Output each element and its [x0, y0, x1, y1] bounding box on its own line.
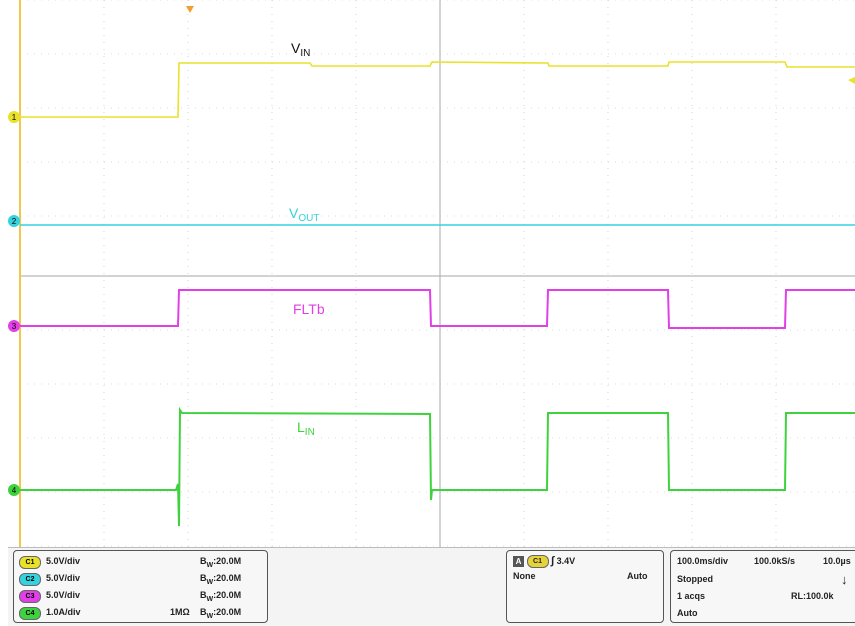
trigger-position-marker	[186, 6, 194, 13]
channel-3-marker-label: 3	[12, 322, 17, 331]
channel-1-badge[interactable]: C1	[19, 556, 41, 569]
acqs-row: 1 acqs RL:100.0k	[671, 588, 855, 605]
channel-2-marker-label: 2	[12, 217, 17, 226]
channel-row-2[interactable]: C2 5.0V/div BW:20.0M	[14, 570, 267, 587]
channel-2-marker[interactable]: 2	[8, 215, 20, 227]
trigger-coupling: None	[513, 571, 536, 581]
resolution: 10.0µs	[823, 556, 851, 566]
mode-row: Auto	[671, 605, 855, 622]
channel-4-impedance: 1MΩ	[170, 607, 190, 617]
channel-3-marker[interactable]: 3	[8, 320, 20, 332]
channel-row-1[interactable]: C1 5.0V/div BW:20.0M	[14, 553, 267, 570]
arrow-down-icon: ↓	[841, 572, 848, 587]
timebase: 100.0ms/div	[677, 556, 729, 566]
label-lin: LIN	[297, 419, 315, 438]
status-bar: C1 5.0V/div BW:20.0M C2 5.0V/div BW:20.0…	[8, 547, 855, 626]
trace-lin	[20, 406, 855, 527]
trigger-sweep: Auto	[627, 571, 648, 581]
acquisition-state: Stopped	[677, 574, 713, 584]
channel-2-scale: 5.0V/div	[46, 573, 81, 583]
channel-2-badge[interactable]: C2	[19, 573, 41, 586]
timebase-row: 100.0ms/div 100.0kS/s 10.0µs	[671, 553, 855, 570]
channel-1-marker[interactable]: 1	[8, 111, 20, 123]
state-row: Stopped ↓	[671, 571, 855, 588]
acquisition-panel[interactable]: 100.0ms/div 100.0kS/s 10.0µs Stopped ↓ 1…	[670, 550, 855, 623]
channel-2-bandwidth: BW:20.0M	[200, 573, 242, 586]
label-vin: VIN	[291, 40, 310, 59]
channel-1-bandwidth: BW:20.0M	[200, 556, 242, 569]
graticule-grid	[19, 0, 855, 547]
scope-display: 1 2 3 4 VIN VOUT FLTb LIN	[8, 0, 855, 547]
channel-4-marker-label: 4	[12, 486, 17, 495]
channel-row-3[interactable]: C3 5.0V/div BW:20.0M	[14, 587, 267, 604]
trigger-level: 3.4V	[556, 556, 576, 566]
channel-4-bandwidth: BW:20.0M	[200, 607, 242, 620]
channel-4-badge[interactable]: C4	[19, 607, 41, 620]
vertical-settings-panel[interactable]: C1 5.0V/div BW:20.0M C2 5.0V/div BW:20.0…	[13, 550, 268, 623]
acquisition-count: 1 acqs	[677, 591, 706, 601]
trigger-level-marker	[848, 77, 855, 84]
acquisition-mode: Auto	[677, 608, 698, 618]
channel-row-4[interactable]: C4 1.0A/div 1MΩ BW:20.0M	[14, 604, 267, 621]
channel-1-scale: 5.0V/div	[46, 556, 81, 566]
channel-4-scale: 1.0A/div	[46, 607, 81, 617]
trigger-row: A C1 ∫ 3.4V	[507, 553, 663, 570]
trigger-row-2: None Auto	[507, 568, 663, 585]
sample-rate: 100.0kS/s	[754, 556, 796, 566]
label-fltb: FLTb	[293, 301, 325, 317]
channel-1-marker-label: 1	[12, 113, 17, 122]
trace-vin	[20, 61, 855, 118]
label-vout: VOUT	[289, 205, 319, 224]
channel-3-bandwidth: BW:20.0M	[200, 590, 242, 603]
rising-edge-icon: ∫	[551, 555, 555, 567]
trace-fltb	[20, 289, 855, 329]
channel-4-marker[interactable]: 4	[8, 484, 20, 496]
trigger-panel[interactable]: A C1 ∫ 3.4V None Auto	[506, 550, 664, 623]
channel-3-badge[interactable]: C3	[19, 590, 41, 603]
trigger-source-badge[interactable]: C1	[526, 555, 549, 569]
record-length: RL:100.0k	[791, 591, 834, 601]
trigger-mode-letter: A	[513, 556, 524, 568]
channel-3-scale: 5.0V/div	[46, 590, 81, 600]
